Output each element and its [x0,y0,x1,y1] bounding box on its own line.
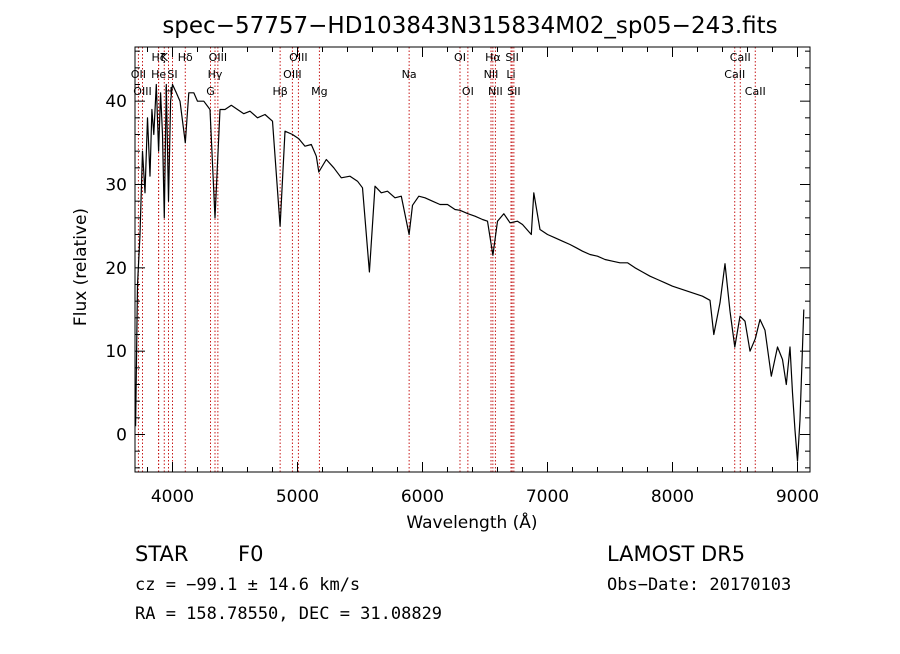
x-axis-ticks: 4000 5000 6000 7000 8000 9000 [147,47,819,507]
obs-date: Obs−Date: 20170103 [607,575,791,595]
y-axis-ticks: 0 10 20 30 40 [105,50,810,469]
line-marker-label: OIII [283,68,301,81]
velocity-readout: cz = −99.1 ± 14.6 km/s [135,575,360,595]
line-marker-labels: HζK Hδ OIII OIII OI Hα SII CaII OII He SI Hγ OIII Na N… [131,51,766,98]
line-marker-label: Hζ [151,51,165,64]
line-marker-label: CaII [745,85,766,98]
chart-title: spec−57757−HD103843N315834M02_sp05−243.f… [162,13,777,39]
plot-frame [134,46,811,473]
y-axis-label: Flux (relative) [71,208,91,326]
line-marker-label: NII [488,85,503,98]
line-marker-label: Hδ [178,51,193,64]
y-tick-label: 40 [105,92,127,112]
line-marker-label: OII [131,68,146,81]
line-marker-label: SII [505,51,518,64]
x-tick-label: 4000 [151,487,194,507]
x-tick-label: 7000 [526,487,569,507]
x-tick-label: 5000 [276,487,319,507]
x-tick-label: 6000 [401,487,444,507]
line-marker-label: OIII [209,51,227,64]
line-marker-label: Mg [311,85,327,98]
y-tick-label: 30 [105,176,127,196]
x-tick-label: 9000 [776,487,819,507]
object-subclass: F0 [238,542,263,566]
line-marker-label: SI [167,68,177,81]
line-marker-label: OIII [133,85,151,98]
y-tick-label: 10 [105,342,127,362]
line-marker-label: Hβ [272,85,287,98]
line-marker-label: Na [402,68,417,81]
coordinates: RA = 158.78550, DEC = 31.08829 [135,604,442,624]
x-axis-label: Wavelength (Å) [406,511,537,533]
line-marker-label: NII [484,68,499,81]
line-marker-label: SII [507,85,520,98]
line-marker-label: Hγ [208,68,223,81]
line-marker-label: CaII [730,51,751,64]
line-marker-label: K [161,51,169,64]
line-marker-label: Hα [485,51,501,64]
y-tick-label: 20 [105,259,127,279]
y-tick-label: 0 [116,426,127,446]
line-marker-label: OIII [289,51,307,64]
line-marker-label: H [164,85,172,98]
survey-name: LAMOST DR5 [607,542,745,566]
line-marker-label: CaII [724,68,745,81]
line-marker-label: Li [506,68,515,81]
line-marker-label: He [151,68,166,81]
line-marker-label: OI [454,51,466,64]
line-markers [137,47,756,472]
object-class: STAR [135,542,188,566]
x-tick-label: 8000 [651,487,694,507]
line-marker-label: G [206,85,215,98]
spectrum-line [135,83,805,462]
line-marker-label: OI [462,85,474,98]
